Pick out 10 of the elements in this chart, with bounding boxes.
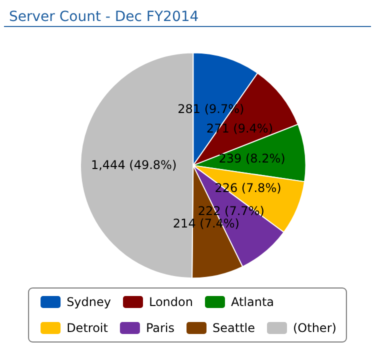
legend-label: (Other) bbox=[292, 321, 336, 335]
legend-label: Atlanta bbox=[230, 295, 274, 309]
legend-label: Seattle bbox=[212, 321, 255, 335]
legend-label: London bbox=[148, 295, 193, 309]
legend-label: Detroit bbox=[66, 321, 108, 335]
chart-title: Server Count - Dec FY2014 bbox=[9, 9, 199, 25]
legend-label: Paris bbox=[146, 321, 175, 335]
data-label: 1,444 (49.8%) bbox=[90, 158, 177, 172]
data-label: 239 (8.2%) bbox=[218, 152, 286, 166]
legend-label: Sydney bbox=[66, 295, 112, 309]
